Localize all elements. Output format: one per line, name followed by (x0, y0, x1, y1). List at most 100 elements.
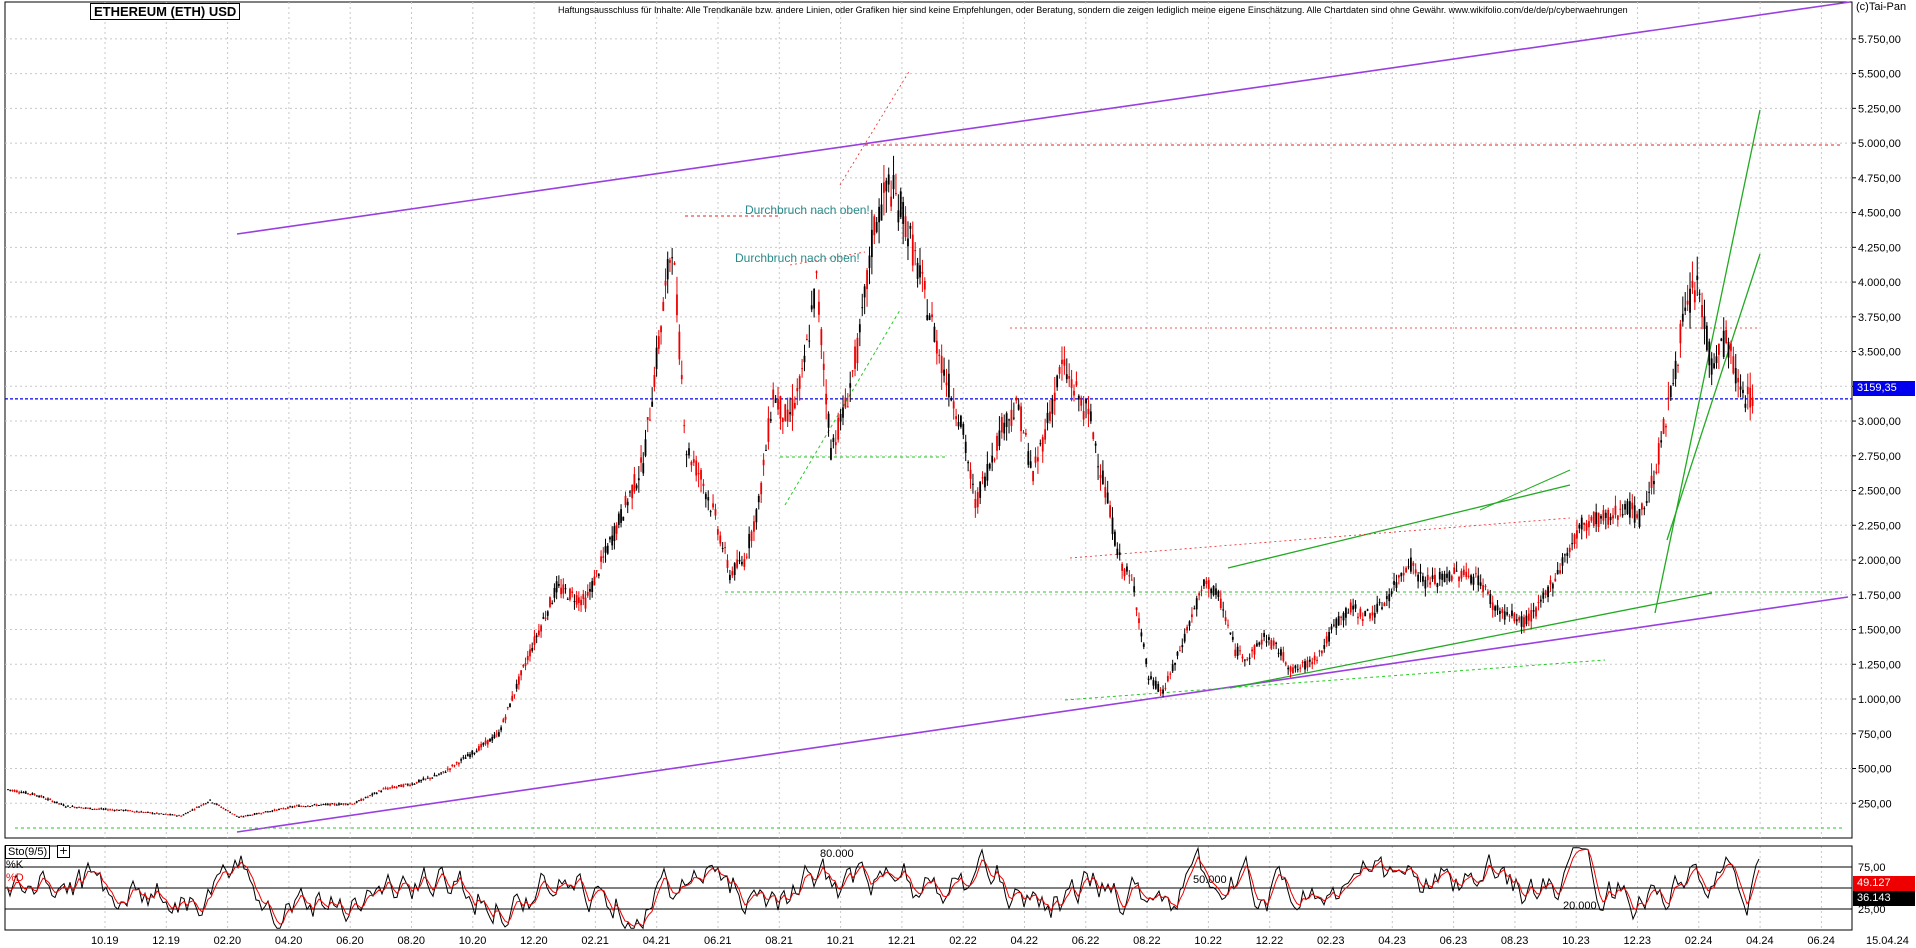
oscillator-name[interactable]: Sto(9/5) (5, 845, 51, 859)
candle-body (1193, 608, 1196, 610)
candle-body (1212, 585, 1215, 596)
candle-body (411, 783, 414, 785)
candle-body (471, 750, 474, 755)
candle-body (262, 812, 265, 814)
candle-body (318, 804, 320, 806)
candle-body (1503, 611, 1506, 620)
candle-body (258, 813, 260, 815)
candle-body (1689, 288, 1691, 313)
candle-body (280, 808, 283, 810)
candle-body (18, 792, 21, 794)
x-tick-label: 10.21 (827, 935, 855, 947)
candle-body (1104, 487, 1107, 498)
candle-body (140, 811, 143, 813)
candle-body (44, 798, 47, 800)
candle-body (1713, 363, 1715, 369)
candle-body (1275, 642, 1278, 644)
candle-body (602, 556, 605, 558)
candle-body (131, 811, 134, 813)
candle-body (7, 789, 9, 791)
candle-body (967, 461, 970, 464)
candle-body (1133, 586, 1136, 592)
chart-annotations: Durchbruch nach oben! Durchbruch nach obe… (735, 203, 870, 265)
candle-body (1388, 594, 1391, 602)
red-dotted-diagonal (1069, 517, 1571, 559)
candle-body (455, 761, 458, 764)
x-tick-label: 08.22 (1133, 935, 1161, 947)
candle-body (1097, 466, 1099, 468)
candle-body (202, 803, 205, 805)
candle-body (1099, 474, 1102, 479)
candle-body (1407, 566, 1410, 568)
chart-grid (4, 1, 1853, 930)
candle-body (695, 460, 698, 476)
candle-body (320, 804, 323, 806)
candle-body (413, 783, 416, 785)
green-trend-upper (1227, 484, 1571, 569)
candle-body (789, 412, 791, 415)
candle-body (87, 807, 89, 809)
candle-body (760, 482, 763, 495)
x-axis: 10.19 12.19 02.20 04.20 06.20 08.20 10.20 12.20… (91, 935, 1909, 947)
candle-body (1698, 293, 1701, 295)
add-indicator-icon[interactable]: + (57, 844, 70, 858)
candle-body (1205, 580, 1208, 585)
candle-body (127, 810, 129, 812)
candle-body (1722, 330, 1725, 357)
candle-body (597, 574, 600, 576)
candle-body (1489, 594, 1492, 605)
candle-body (1434, 574, 1436, 584)
candle-body (854, 346, 856, 369)
candle-body (124, 809, 127, 811)
candle-body (796, 387, 799, 392)
candle-body (167, 814, 169, 816)
candle-body (324, 804, 327, 806)
candle-body (246, 815, 249, 817)
candle-body (493, 734, 496, 738)
candle-body (84, 807, 87, 809)
candle-body (631, 484, 634, 499)
candle-body (169, 814, 172, 816)
candle-body (1486, 591, 1489, 594)
candle-body (755, 509, 758, 523)
candle-body (515, 683, 518, 689)
candle-body (952, 401, 955, 409)
candle-body (537, 630, 540, 636)
candle-body (745, 556, 748, 558)
candle-body (118, 809, 120, 811)
candle-body (120, 809, 123, 811)
x-tick-label: 02.24 (1685, 935, 1713, 947)
candle-body (709, 511, 712, 513)
disclaimer-text: Haftungsausschluss für Inhalte: Alle Tre… (558, 5, 1628, 15)
candle-body (1150, 676, 1152, 679)
candle-body (58, 803, 60, 805)
candle-body (395, 786, 398, 788)
candle-body (135, 811, 138, 813)
candle-body (885, 180, 888, 192)
candle-body (504, 716, 507, 720)
red-dotted-breakout (839, 69, 911, 186)
x-tick-label: 10.23 (1562, 935, 1590, 947)
candle-body (842, 407, 844, 418)
candle-body (1705, 325, 1708, 351)
candle-body (1455, 570, 1458, 572)
candle-body (1450, 575, 1453, 581)
candle-body (1207, 580, 1210, 589)
candle-body (398, 785, 400, 787)
candle-body (1186, 626, 1189, 631)
green-dotted-diagonal (784, 309, 901, 506)
x-tick-label: 12.21 (888, 935, 916, 947)
candle-body (433, 774, 436, 777)
candle-body (1164, 687, 1167, 689)
candle-body (1595, 512, 1598, 525)
candle-body (604, 546, 607, 553)
candle-body (979, 481, 982, 498)
candle-body (42, 796, 45, 798)
x-tick-label: 08.20 (398, 935, 426, 947)
candle-body (779, 396, 782, 419)
candle-body (1438, 571, 1441, 580)
candle-body (1140, 632, 1143, 637)
candle-body (1289, 666, 1292, 672)
candle-body (520, 670, 523, 676)
